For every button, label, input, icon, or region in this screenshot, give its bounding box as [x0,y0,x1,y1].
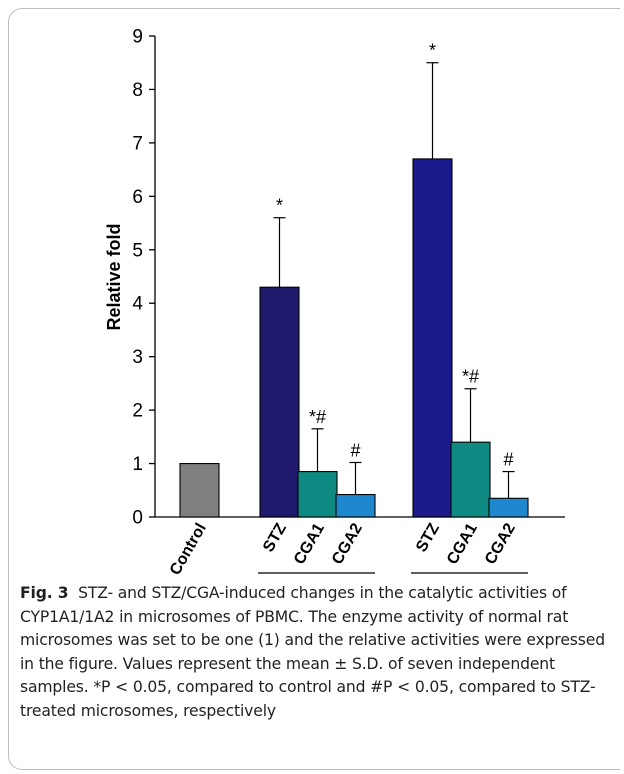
y-tick-label: 8 [132,80,143,101]
bar [412,158,453,518]
bars-layer: * *# # * *# # [179,41,529,518]
significance-marker: * [429,41,436,61]
significance-marker: *# [462,367,479,387]
y-axis: 0 1 2 3 4 5 6 7 8 9 [132,27,565,529]
significance-marker: * [276,196,283,216]
x-tick-label: CGA2 [482,520,519,567]
significance-marker: # [350,440,360,460]
y-tick-label: 9 [132,27,143,48]
figure-frame [8,8,620,770]
bar [179,463,220,518]
y-tick-label: 6 [132,187,143,208]
significance-marker: *# [309,407,326,427]
group-labels-layer: CYP1A1CYP1A2 [258,572,528,574]
y-axis-label: Relative fold [104,223,124,330]
y-tick-label: 7 [132,133,143,154]
bar [297,471,338,518]
bar [488,497,529,518]
x-tick-label: STZ [413,520,443,555]
significance-marker: # [503,450,513,470]
x-tick-label: STZ [260,520,290,555]
x-tick-label: CGA2 [329,520,366,567]
y-tick-label: 4 [132,294,143,315]
y-tick-label: 0 [132,508,143,529]
bar [450,441,491,518]
caption-text: STZ- and STZ/CGA-induced changes in the … [20,584,605,720]
y-tick-label: 5 [132,240,143,261]
bar [259,286,300,518]
caption-label: Fig. 3 [20,584,69,602]
figure-caption: Fig. 3 STZ- and STZ/CGA-induced changes … [20,582,610,723]
x-tick-label: Control [167,521,210,579]
x-tick-label: CGA1 [291,520,328,567]
y-tick-label: 1 [132,454,143,475]
y-tick-label: 2 [132,401,143,422]
bar [335,494,376,518]
y-tick-label: 3 [132,347,143,368]
x-labels-layer: Control STZ CGA1 CGA2 STZ CGA1 CGA2 [167,520,519,578]
x-tick-label: CGA1 [444,520,481,567]
